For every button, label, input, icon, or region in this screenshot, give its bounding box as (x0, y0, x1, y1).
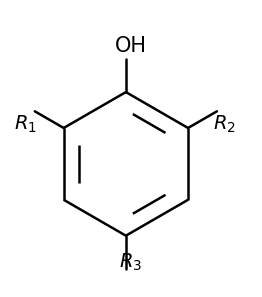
Text: $R_2$: $R_2$ (213, 113, 236, 135)
Text: $R_3$: $R_3$ (119, 252, 143, 273)
Text: $R_1$: $R_1$ (14, 113, 37, 135)
Text: OH: OH (115, 36, 147, 56)
